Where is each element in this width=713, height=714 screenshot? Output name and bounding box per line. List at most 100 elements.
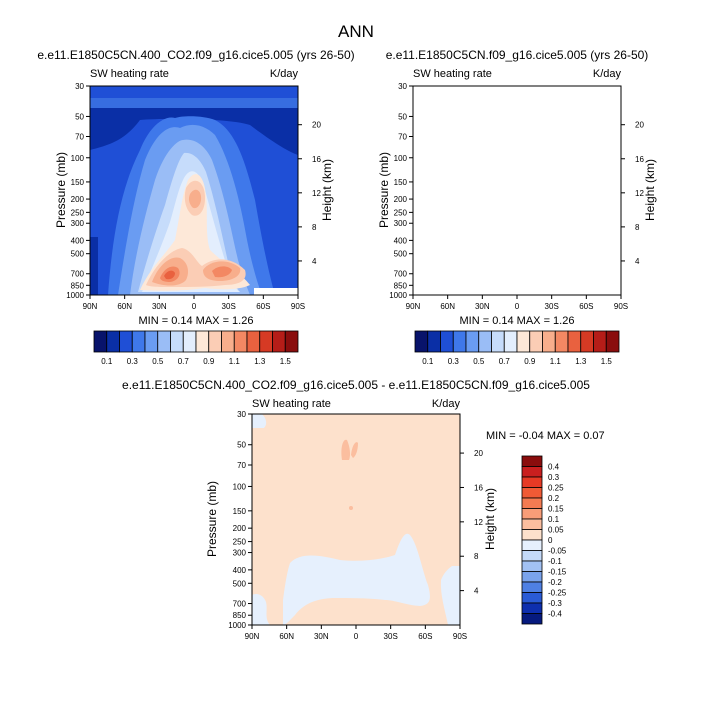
panel-2: e.e11.E1850C5CN.f09_g16.cice5.005 (yrs 2…	[377, 48, 657, 327]
y2-tick-label: 16	[635, 155, 644, 164]
colorbar-swatch	[567, 330, 582, 353]
colorbar-label: 0.1	[422, 357, 434, 366]
colorbar-label: 0.15	[548, 505, 564, 514]
colorbar-swatch	[521, 560, 543, 572]
colorbar-swatch	[593, 330, 607, 353]
panel-2-x-axis: 90N 60N 30N 0 30S 60S 90S	[406, 295, 628, 311]
y2-tick-label: 16	[312, 155, 321, 164]
colorbar-swatch	[580, 330, 594, 353]
panel-1-x-axis: 90N 60N 30N 0 30S 60S 90S	[83, 295, 305, 311]
panel-3-units-label: K/day	[432, 398, 461, 410]
panel-3: e.e11.E1850C5CN.400_CO2.f09_g16.cice5.00…	[122, 378, 605, 641]
panel-3-y2-axis: 4 8 12 16 20	[460, 449, 483, 596]
colorbar-label: 0.4	[548, 463, 560, 472]
colorbar-label: 0.25	[548, 484, 564, 493]
y-tick-label: 150	[71, 178, 85, 187]
y-tick-label: 250	[71, 208, 85, 217]
colorbar-swatch	[521, 571, 543, 583]
colorbar-label: 1.3	[254, 357, 266, 366]
colorbar-3: 0.40.30.250.20.150.10.050-0.05-0.1-0.15-…	[521, 455, 567, 625]
colorbar-swatch	[182, 330, 197, 353]
panel-3-x-axis: 90N 60N 30N 0 30S 60S 90S	[245, 625, 467, 641]
colorbar-swatch	[521, 487, 543, 499]
y-tick-label: 500	[71, 250, 85, 259]
x-tick-label: 60S	[418, 632, 432, 641]
y2-tick-label: 8	[635, 223, 640, 232]
y2-tick-label: 20	[312, 121, 321, 130]
colorbar-swatch	[521, 518, 543, 530]
colorbar-swatch	[170, 330, 184, 353]
y-tick-label: 50	[237, 441, 246, 450]
x-tick-label: 30S	[545, 302, 559, 311]
x-tick-label: 90S	[291, 302, 305, 311]
colorbar-swatch	[521, 550, 543, 562]
y-tick-label: 50	[398, 112, 407, 121]
y-tick-label: 70	[398, 133, 407, 142]
colorbar-label: 0.3	[548, 473, 560, 482]
panel-2-y-axis-label: Pressure (mb)	[377, 152, 391, 228]
colorbar-swatch	[157, 330, 171, 353]
colorbar-label: -0.25	[548, 589, 567, 598]
colorbar-label: 1.1	[550, 357, 562, 366]
colorbar-swatch	[542, 330, 556, 353]
panel-3-variable-label: SW heating rate	[252, 398, 331, 410]
y-tick-label: 700	[233, 600, 247, 609]
y-tick-label: 700	[71, 270, 85, 279]
y-tick-label: 200	[394, 195, 408, 204]
colorbar-swatch	[195, 330, 210, 353]
colorbar-swatch	[233, 330, 248, 353]
panel-1-units-label: K/day	[270, 68, 299, 80]
colorbar-swatch	[452, 330, 467, 353]
colorbar-swatch	[93, 330, 108, 353]
colorbar-label: 0.1	[101, 357, 113, 366]
colorbar-label: 0.9	[524, 357, 536, 366]
colorbar-label: -0.2	[548, 578, 562, 587]
colorbar-swatch	[119, 330, 133, 353]
y-tick-label: 700	[394, 270, 408, 279]
x-tick-label: 60N	[117, 302, 132, 311]
panel-3-title: e.e11.E1850C5CN.400_CO2.f09_g16.cice5.00…	[122, 378, 590, 392]
colorbar-label: -0.3	[548, 599, 562, 608]
y-tick-label: 400	[233, 566, 247, 575]
colorbar-swatch	[284, 330, 299, 353]
colorbar-swatch	[521, 529, 543, 541]
x-tick-label: 90N	[245, 632, 260, 641]
colorbar-swatch	[221, 330, 235, 353]
x-tick-label: 30N	[475, 302, 490, 311]
y-tick-label: 300	[71, 219, 85, 228]
y-tick-label: 300	[233, 549, 247, 558]
y-tick-label: 400	[394, 236, 408, 245]
colorbar-swatch	[208, 330, 222, 353]
panel-1-y2-axis: 4 8 12 16 20	[298, 121, 321, 266]
colorbar-swatch	[503, 330, 518, 353]
panel-2-y2-axis: 4 8 12 16 20	[621, 121, 644, 266]
panel-2-units-label: K/day	[593, 68, 622, 80]
x-tick-label: 0	[515, 302, 520, 311]
colorbar-swatch	[440, 330, 454, 353]
x-tick-label: 90S	[453, 632, 467, 641]
colorbar-label: 0.2	[548, 494, 560, 503]
colorbar-swatch	[414, 330, 429, 353]
colorbar-label: 0.7	[499, 357, 511, 366]
colorbar-label: 0.5	[473, 357, 485, 366]
panel-1-variable-label: SW heating rate	[90, 68, 169, 80]
y-tick-label: 850	[394, 281, 408, 290]
x-tick-label: 30N	[152, 302, 167, 311]
y-tick-label: 200	[233, 524, 247, 533]
colorbar-label: 0.1	[548, 515, 560, 524]
colorbar-2: 0.1 0.3 0.5 0.7 0.9 1.1 1.3 1.5	[414, 330, 620, 366]
colorbar-label: -0.4	[548, 610, 562, 619]
x-tick-label: 60S	[579, 302, 593, 311]
x-tick-label: 30N	[314, 632, 329, 641]
y-tick-label: 300	[394, 219, 408, 228]
y2-tick-label: 8	[312, 223, 317, 232]
colorbar-label: 1.1	[229, 357, 241, 366]
panel-2-y2-axis-label: Height (km)	[643, 159, 657, 221]
panel-3-contour-field	[252, 414, 460, 625]
y-tick-label: 1000	[66, 291, 84, 300]
y2-tick-label: 8	[474, 552, 479, 561]
panel-1-y2-axis-label: Height (km)	[320, 159, 334, 221]
colorbar-swatch	[427, 330, 441, 353]
